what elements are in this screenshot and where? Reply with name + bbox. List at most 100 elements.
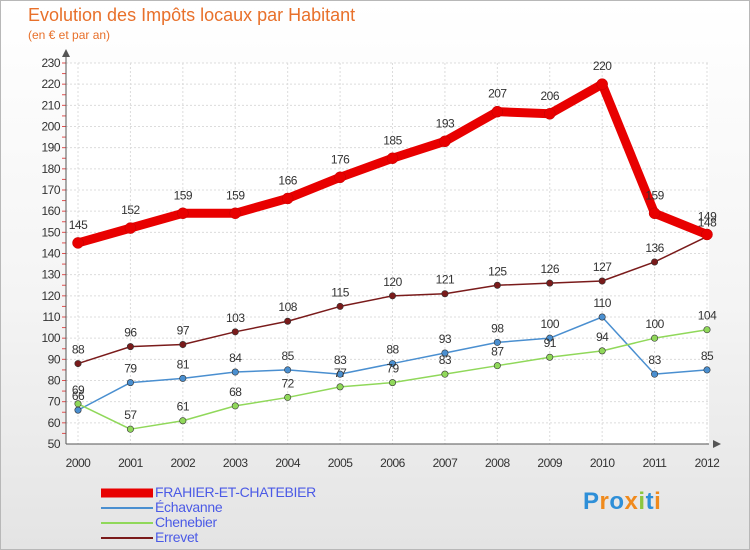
- data-point: [596, 78, 608, 90]
- data-label: 185: [383, 133, 402, 147]
- data-label: 149: [698, 209, 717, 223]
- data-point: [74, 400, 82, 408]
- data-point: [388, 379, 396, 387]
- legend-label: FRAHIER-ET-CHATEBIER: [155, 484, 316, 500]
- data-label: 91: [544, 336, 557, 350]
- data-label: 103: [226, 311, 245, 325]
- data-point: [441, 349, 449, 357]
- y-tick-label: 150: [41, 225, 60, 239]
- legend-swatch: [101, 488, 153, 497]
- data-label: 125: [488, 264, 507, 278]
- data-label: 85: [281, 349, 294, 363]
- y-tick-label: 190: [41, 141, 60, 155]
- legend-swatch: [101, 536, 153, 539]
- data-point: [126, 425, 134, 433]
- logo-letter: r: [599, 488, 610, 515]
- data-label: 66: [72, 389, 85, 403]
- data-point: [439, 135, 451, 148]
- data-point: [74, 406, 82, 414]
- y-tick-label: 200: [41, 120, 60, 134]
- logo-letter: P: [583, 488, 600, 515]
- data-point: [124, 222, 137, 234]
- legend-swatch: [101, 521, 153, 524]
- data-point: [336, 383, 344, 391]
- data-label: 93: [439, 332, 452, 346]
- data-label: 79: [124, 362, 137, 376]
- legend-item-errevet: Errevet: [101, 530, 401, 545]
- legend-label: Errevet: [155, 529, 199, 545]
- data-label: 83: [648, 353, 661, 367]
- legend: FRAHIER-ET-CHATEBIER Échavanne Chenebier…: [101, 485, 401, 545]
- data-label: 81: [177, 357, 190, 371]
- logo-letter: o: [609, 488, 625, 515]
- data-point: [126, 343, 134, 351]
- y-tick-label: 90: [48, 352, 61, 366]
- data-label: 193: [436, 116, 455, 130]
- data-point: [493, 362, 501, 370]
- data-label: 127: [593, 260, 612, 274]
- y-tick-label: 100: [41, 331, 60, 345]
- y-tick-label: 140: [41, 247, 60, 261]
- data-label: 166: [278, 173, 297, 187]
- x-axis-arrow: [713, 440, 721, 448]
- data-point: [284, 366, 292, 374]
- data-label: 85: [701, 349, 714, 363]
- data-label: 77: [334, 366, 347, 380]
- data-label: 207: [488, 87, 507, 101]
- data-point: [441, 290, 449, 298]
- data-label: 220: [593, 59, 612, 73]
- data-point: [651, 370, 659, 378]
- legend-item-frahier: FRAHIER-ET-CHATEBIER: [101, 485, 401, 500]
- x-tick-label: 2006: [380, 456, 406, 470]
- data-point: [336, 302, 344, 310]
- data-label: 98: [491, 321, 504, 335]
- x-tick-label: 2012: [695, 456, 721, 470]
- data-label: 115: [331, 285, 349, 299]
- data-point: [701, 228, 713, 241]
- logo-letter: t: [645, 488, 655, 515]
- data-point: [284, 317, 292, 325]
- data-label: 159: [645, 188, 664, 202]
- data-point: [74, 360, 82, 368]
- y-tick-label: 180: [41, 162, 60, 176]
- data-label: 145: [69, 218, 88, 232]
- y-tick-label: 50: [48, 437, 61, 451]
- y-tick-label: 70: [48, 395, 61, 409]
- x-tick-label: 2010: [590, 456, 616, 470]
- y-tick-label: 60: [48, 416, 61, 430]
- data-point: [231, 402, 239, 410]
- data-label: 100: [540, 317, 559, 331]
- data-label: 108: [278, 300, 297, 314]
- data-point: [334, 171, 346, 184]
- logo-letter: x: [624, 488, 639, 515]
- logo-letter: i: [654, 488, 662, 515]
- data-label: 68: [229, 385, 242, 399]
- data-point: [546, 334, 554, 342]
- data-point: [177, 207, 189, 220]
- data-label: 121: [436, 273, 455, 287]
- data-label: 97: [177, 324, 190, 338]
- data-label: 83: [334, 353, 347, 367]
- data-point: [179, 417, 187, 425]
- x-tick-label: 2005: [328, 456, 354, 470]
- data-label: 88: [72, 343, 85, 357]
- data-label: 96: [124, 326, 137, 340]
- logo-letter: i: [638, 488, 646, 515]
- legend-label: Chenebier: [155, 514, 217, 530]
- data-label: 159: [226, 188, 245, 202]
- data-label: 110: [593, 296, 611, 310]
- x-tick-label: 2001: [118, 456, 144, 470]
- data-point: [441, 370, 449, 378]
- data-point: [388, 292, 396, 300]
- data-label: 120: [383, 275, 402, 289]
- x-tick-label: 2009: [537, 456, 563, 470]
- data-point: [651, 258, 659, 266]
- y-tick-label: 130: [41, 268, 60, 282]
- data-label: 61: [177, 400, 190, 414]
- data-point: [388, 360, 396, 368]
- y-tick-label: 230: [41, 56, 60, 70]
- data-point: [231, 368, 239, 376]
- data-point: [651, 334, 659, 342]
- chart-title: Evolution des Impôts locaux par Habitant: [28, 5, 356, 25]
